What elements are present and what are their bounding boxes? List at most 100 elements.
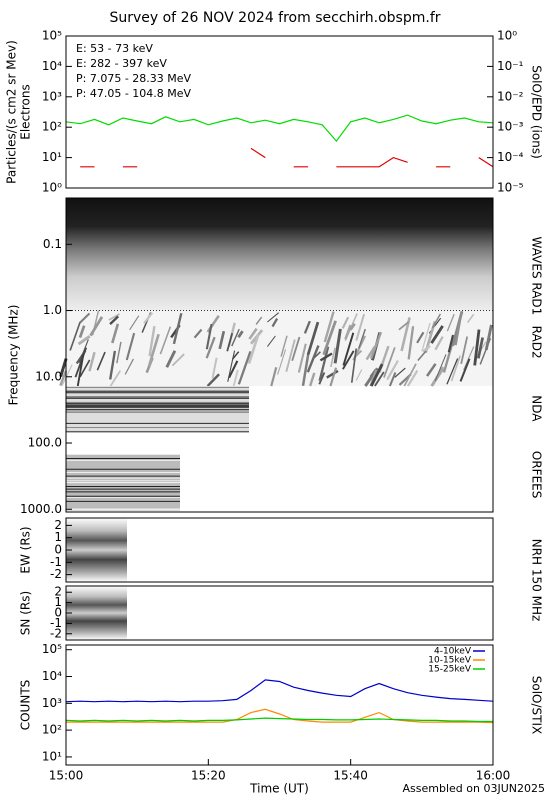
x-axis-label: Time (UT): [249, 782, 309, 796]
radio-burst: [426, 363, 437, 377]
radio-burst: [369, 331, 383, 360]
radio-burst: [78, 339, 89, 363]
y-tick-label: 10.0: [35, 369, 62, 383]
radio-burst: [306, 345, 320, 373]
x-tick-label: 15:20: [191, 769, 226, 783]
y-tick-label: 1000.0: [20, 502, 62, 516]
panel-frame: [65, 197, 494, 513]
radio-burst: [374, 371, 385, 387]
y-tick-label: 1: [54, 595, 62, 609]
radio-burst: [358, 328, 366, 349]
radio-burst: [342, 350, 355, 370]
radio-burst: [394, 367, 406, 378]
radio-burst: [355, 369, 363, 381]
radio-burst: [342, 332, 355, 366]
radio-burst: [124, 358, 134, 375]
radio-burst: [319, 352, 333, 362]
radio-burst: [369, 363, 384, 387]
x-tick-label: 16:00: [476, 769, 511, 783]
radio-burst: [459, 358, 471, 382]
radio-burst: [267, 335, 276, 347]
y-axis-label: Electrons: [19, 84, 33, 139]
legend-entry: 10-15keV: [428, 656, 472, 666]
radio-burst: [303, 320, 311, 334]
radio-burst: [355, 313, 366, 341]
y-tick-label: 10³: [42, 89, 62, 103]
series-line: [65, 114, 494, 143]
series-line: [66, 708, 494, 724]
series-line: [65, 717, 493, 723]
radio-burst: [109, 370, 122, 387]
panel-frame: [65, 35, 494, 189]
y2-tick-label: 10⁻⁴: [497, 150, 524, 164]
radio-burst: [96, 351, 106, 371]
radio-burst: [231, 328, 240, 347]
radio-burst: [431, 313, 442, 329]
radio-burst: [341, 316, 350, 329]
radio-burst: [434, 336, 444, 351]
y2-tick-label: 10⁻⁵: [497, 181, 524, 195]
radio-burst: [301, 352, 310, 387]
radio-burst: [450, 355, 461, 382]
y-tick-label: 10⁴: [42, 59, 62, 73]
y2-tick-label: 10⁰: [497, 29, 517, 43]
y2-tick-label: 10⁻¹: [497, 59, 524, 73]
radio-burst: [454, 311, 463, 346]
side-label: NRH 150 MHz: [530, 539, 544, 622]
y-tick-label: 1.0: [43, 303, 62, 317]
footer: Assembled on 03JUN2025: [403, 782, 545, 795]
panel-frame: [65, 517, 494, 583]
radio-burst: [306, 321, 320, 355]
radio-burst: [386, 360, 399, 381]
radio-burst: [237, 350, 252, 385]
y-tick-label: -1: [50, 555, 62, 569]
radio-burst: [416, 331, 425, 344]
radio-burst: [79, 359, 91, 378]
y-tick-label: 10²: [42, 120, 62, 134]
radio-burst: [446, 313, 455, 332]
radio-burst: [442, 340, 455, 373]
x-tick-label: 15:40: [333, 769, 368, 783]
y-tick-label: 100.0: [28, 436, 62, 450]
radio-burst: [271, 317, 279, 328]
radio-burst: [226, 333, 234, 352]
radio-burst: [143, 311, 154, 324]
radio-burst: [116, 341, 122, 364]
radio-burst: [422, 344, 431, 353]
y-tick-label: 2: [54, 585, 62, 599]
radio-burst: [109, 315, 119, 325]
y-axis-label: Frequency (MHz): [7, 305, 21, 406]
radio-burst: [74, 347, 88, 378]
radio-burst: [237, 330, 244, 339]
radio-burst: [417, 350, 427, 361]
radio-burst: [388, 372, 397, 387]
radio-burst: [248, 327, 258, 340]
y-tick-label: 10⁰: [42, 181, 62, 195]
side-label: ORFEES: [530, 451, 544, 498]
x-tick-label: 15:00: [49, 769, 84, 783]
radio-burst: [59, 370, 68, 386]
y-tick-label: 10¹: [42, 150, 62, 164]
radio-burst: [330, 347, 336, 368]
radio-burst: [446, 358, 459, 385]
panel-frame: [65, 644, 494, 766]
radio-burst: [479, 337, 492, 365]
radio-burst: [403, 363, 417, 387]
y2-tick-label: 10⁻²: [497, 89, 524, 103]
radio-burst: [322, 320, 337, 356]
radio-burst: [76, 354, 85, 387]
radio-burst: [406, 369, 419, 387]
radio-burst: [460, 336, 469, 364]
radio-burst: [383, 347, 396, 378]
nrh-image: [66, 586, 127, 640]
radio-burst: [78, 325, 86, 339]
legend-entry: 15-25keV: [428, 665, 472, 675]
radio-burst: [473, 329, 481, 366]
radio-burst: [108, 313, 120, 321]
side-label: WAVES RAD1: [530, 236, 544, 315]
legend-entry: E: 53 - 73 keV: [76, 42, 153, 55]
radio-burst: [308, 372, 316, 387]
radio-burst: [329, 367, 338, 387]
radio-burst: [466, 313, 475, 324]
